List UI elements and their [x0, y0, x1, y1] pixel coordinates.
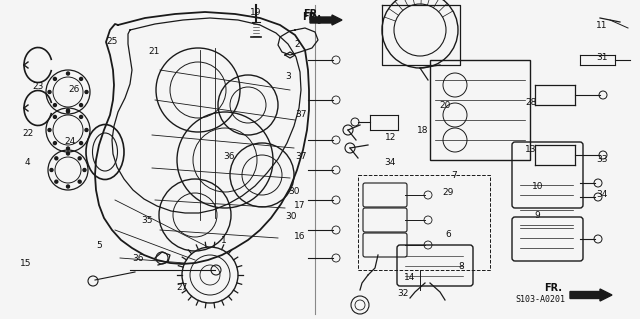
Circle shape	[53, 142, 56, 145]
Text: 14: 14	[404, 273, 415, 282]
Text: 27: 27	[177, 283, 188, 292]
Text: 32: 32	[397, 289, 409, 298]
Text: 5: 5	[97, 241, 102, 250]
Circle shape	[85, 91, 88, 93]
Text: 17: 17	[294, 201, 305, 210]
Circle shape	[79, 115, 83, 118]
Circle shape	[55, 180, 58, 183]
Text: 21: 21	[148, 47, 159, 56]
Text: 36: 36	[132, 254, 143, 263]
Text: 10: 10	[532, 182, 543, 191]
Text: 28: 28	[525, 98, 537, 107]
Text: 2: 2	[295, 40, 300, 49]
Text: 9: 9	[535, 211, 540, 220]
FancyArrow shape	[570, 289, 612, 301]
Text: 33: 33	[596, 155, 607, 164]
Text: 34: 34	[385, 158, 396, 167]
Text: 4: 4	[24, 158, 29, 167]
Text: 16: 16	[294, 232, 305, 241]
Circle shape	[67, 72, 70, 75]
Text: FR.: FR.	[303, 9, 321, 19]
Circle shape	[67, 152, 70, 155]
Text: 7: 7	[452, 171, 457, 180]
Circle shape	[79, 104, 83, 107]
Text: 8: 8	[458, 262, 463, 271]
Circle shape	[67, 110, 70, 113]
FancyArrow shape	[310, 15, 342, 25]
Text: 37: 37	[295, 152, 307, 161]
Circle shape	[53, 104, 56, 107]
Circle shape	[83, 168, 86, 172]
Text: 15: 15	[20, 259, 31, 268]
Circle shape	[79, 78, 83, 80]
Circle shape	[78, 180, 81, 183]
Text: 30: 30	[289, 187, 300, 196]
Text: 18: 18	[417, 126, 428, 135]
Text: 22: 22	[22, 130, 34, 138]
Circle shape	[67, 109, 70, 112]
Text: 19: 19	[250, 8, 262, 17]
Circle shape	[67, 147, 70, 150]
Text: FR.: FR.	[302, 12, 320, 22]
Text: 24: 24	[65, 137, 76, 146]
Text: 31: 31	[596, 53, 607, 62]
Text: 34: 34	[596, 190, 607, 199]
Circle shape	[53, 115, 56, 118]
Circle shape	[78, 157, 81, 160]
Text: 30: 30	[285, 212, 297, 221]
Text: 25: 25	[106, 37, 118, 46]
Text: 20: 20	[439, 101, 451, 110]
Circle shape	[48, 129, 51, 131]
Text: 13: 13	[525, 145, 537, 154]
Circle shape	[55, 157, 58, 160]
Circle shape	[67, 185, 70, 188]
Text: FR.: FR.	[544, 283, 562, 293]
Circle shape	[79, 142, 83, 145]
Text: 29: 29	[442, 189, 454, 197]
Circle shape	[50, 168, 53, 172]
Text: 35: 35	[141, 216, 153, 225]
Circle shape	[53, 78, 56, 80]
Text: 6: 6	[445, 230, 451, 239]
Text: 23: 23	[33, 82, 44, 91]
Text: 26: 26	[68, 85, 79, 94]
Text: 12: 12	[385, 133, 396, 142]
Circle shape	[85, 129, 88, 131]
Circle shape	[48, 91, 51, 93]
Text: S103-A0201: S103-A0201	[515, 295, 565, 305]
Text: 11: 11	[596, 21, 607, 30]
Text: 1: 1	[221, 236, 227, 245]
Text: 36: 36	[223, 152, 235, 161]
Text: 37: 37	[295, 110, 307, 119]
Text: 3: 3	[285, 72, 291, 81]
